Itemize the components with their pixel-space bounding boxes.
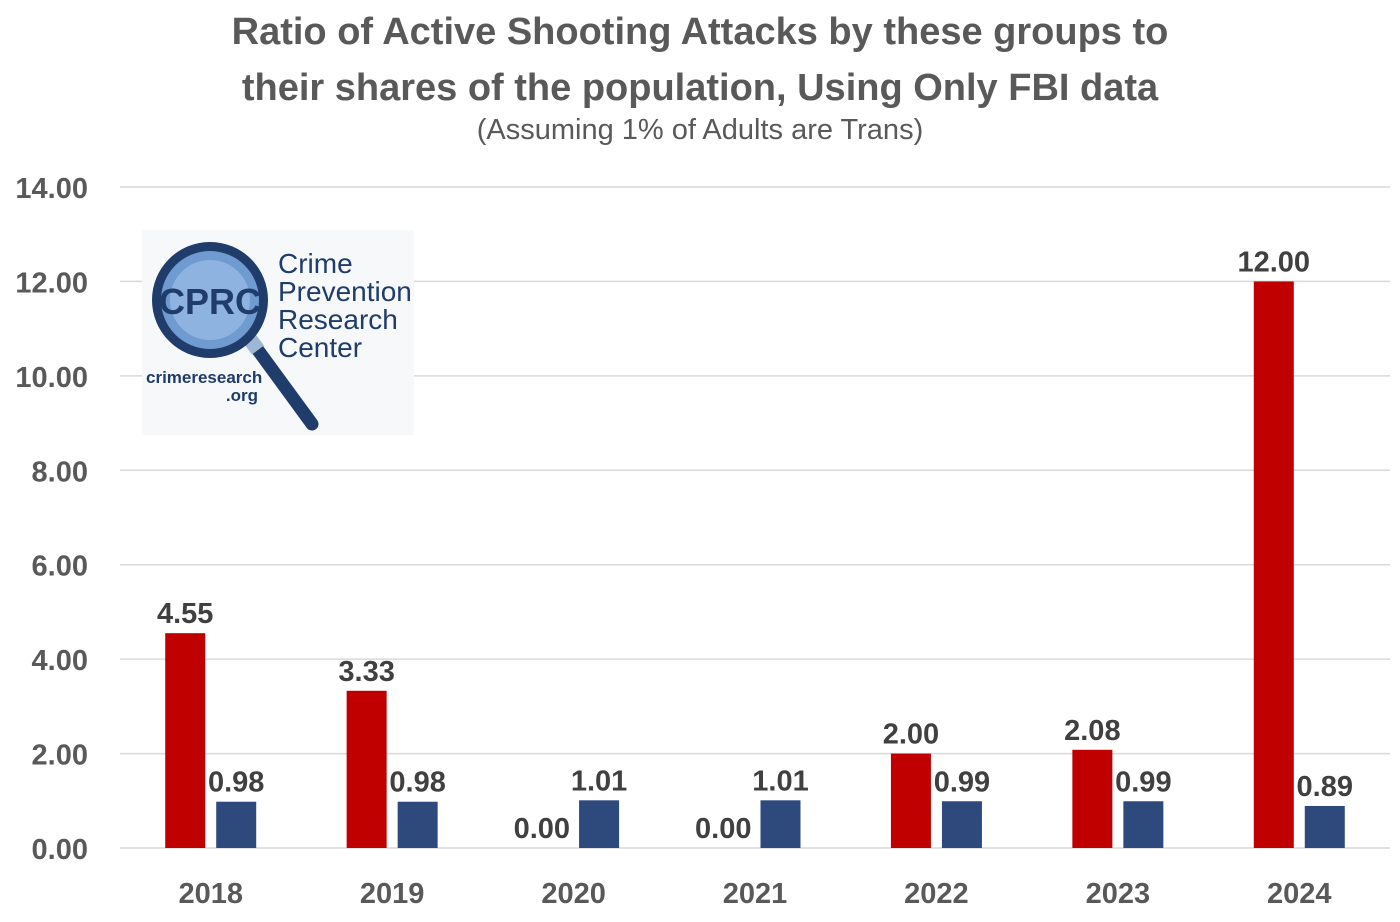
y-tick-label: 4.00 [32, 645, 88, 677]
data-label: 1.01 [571, 765, 627, 797]
data-label: 0.98 [208, 767, 264, 799]
y-tick-label: 0.00 [32, 834, 88, 866]
x-tick-label: 2018 [178, 878, 243, 910]
x-tick-label: 2024 [1267, 878, 1332, 910]
bar-blue [1123, 801, 1164, 848]
logo-name-line: Crime [278, 248, 353, 279]
bar-red [1072, 749, 1113, 848]
y-tick-label: 8.00 [32, 456, 88, 488]
chart-subtitle: (Assuming 1% of Adults are Trans) [476, 114, 924, 146]
bar-blue [216, 801, 257, 848]
data-label: 4.55 [157, 598, 213, 630]
data-label: 0.99 [934, 766, 990, 798]
chart-title: Ratio of Active Shooting Attacks by thes… [0, 4, 1400, 116]
bar-blue [760, 800, 801, 848]
x-tick-label: 2022 [904, 878, 969, 910]
logo-url-line: crimeresearch [146, 368, 263, 387]
x-tick-label: 2020 [541, 878, 606, 910]
bar-blue [1304, 805, 1345, 848]
data-label: 0.00 [514, 813, 570, 845]
logo-url-line: .org [225, 386, 258, 405]
bar-blue [397, 801, 438, 848]
x-tick-label: 2019 [360, 878, 425, 910]
logo-name-line: Prevention [278, 276, 412, 307]
data-label: 12.00 [1237, 246, 1310, 278]
cprc-logo: CPRC Crime Prevention Research Center cr… [142, 230, 414, 435]
bar-red [1253, 281, 1294, 848]
chart-title-line-2: their shares of the population, Using On… [241, 67, 1159, 109]
data-label: 2.08 [1064, 715, 1120, 747]
data-label: 0.98 [389, 767, 445, 799]
y-tick-label: 10.00 [15, 362, 88, 394]
logo-name-line: Research [278, 304, 398, 335]
data-label: 0.89 [1297, 771, 1353, 803]
bar-blue [941, 801, 982, 848]
y-tick-label: 14.00 [15, 173, 88, 205]
y-tick-label: 12.00 [15, 267, 88, 299]
data-label: 0.99 [1115, 766, 1171, 798]
bar-blue [579, 800, 620, 848]
data-label: 1.01 [752, 765, 808, 797]
bar-red [890, 753, 931, 848]
y-tick-label: 6.00 [32, 551, 88, 583]
logo-name: Crime Prevention Research Center [278, 250, 412, 362]
y-tick-label: 2.00 [32, 740, 88, 772]
chart-title-line-1: Ratio of Active Shooting Attacks by thes… [231, 11, 1169, 53]
bar-red [346, 690, 387, 848]
logo-acronym: CPRC [159, 281, 261, 322]
logo-name-line: Center [278, 332, 363, 363]
data-label: 3.33 [338, 656, 394, 688]
magnifying-glass-icon: CPRC [152, 242, 319, 431]
x-tick-label: 2023 [1086, 878, 1151, 910]
data-label: 0.00 [695, 813, 751, 845]
logo-url: crimeresearch .org [146, 368, 263, 405]
data-label: 2.00 [883, 719, 939, 751]
bar-red [165, 633, 206, 848]
x-tick-label: 2021 [723, 878, 788, 910]
